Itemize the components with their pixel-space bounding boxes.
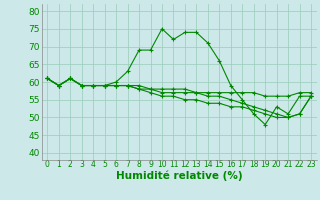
X-axis label: Humidité relative (%): Humidité relative (%)	[116, 170, 243, 181]
